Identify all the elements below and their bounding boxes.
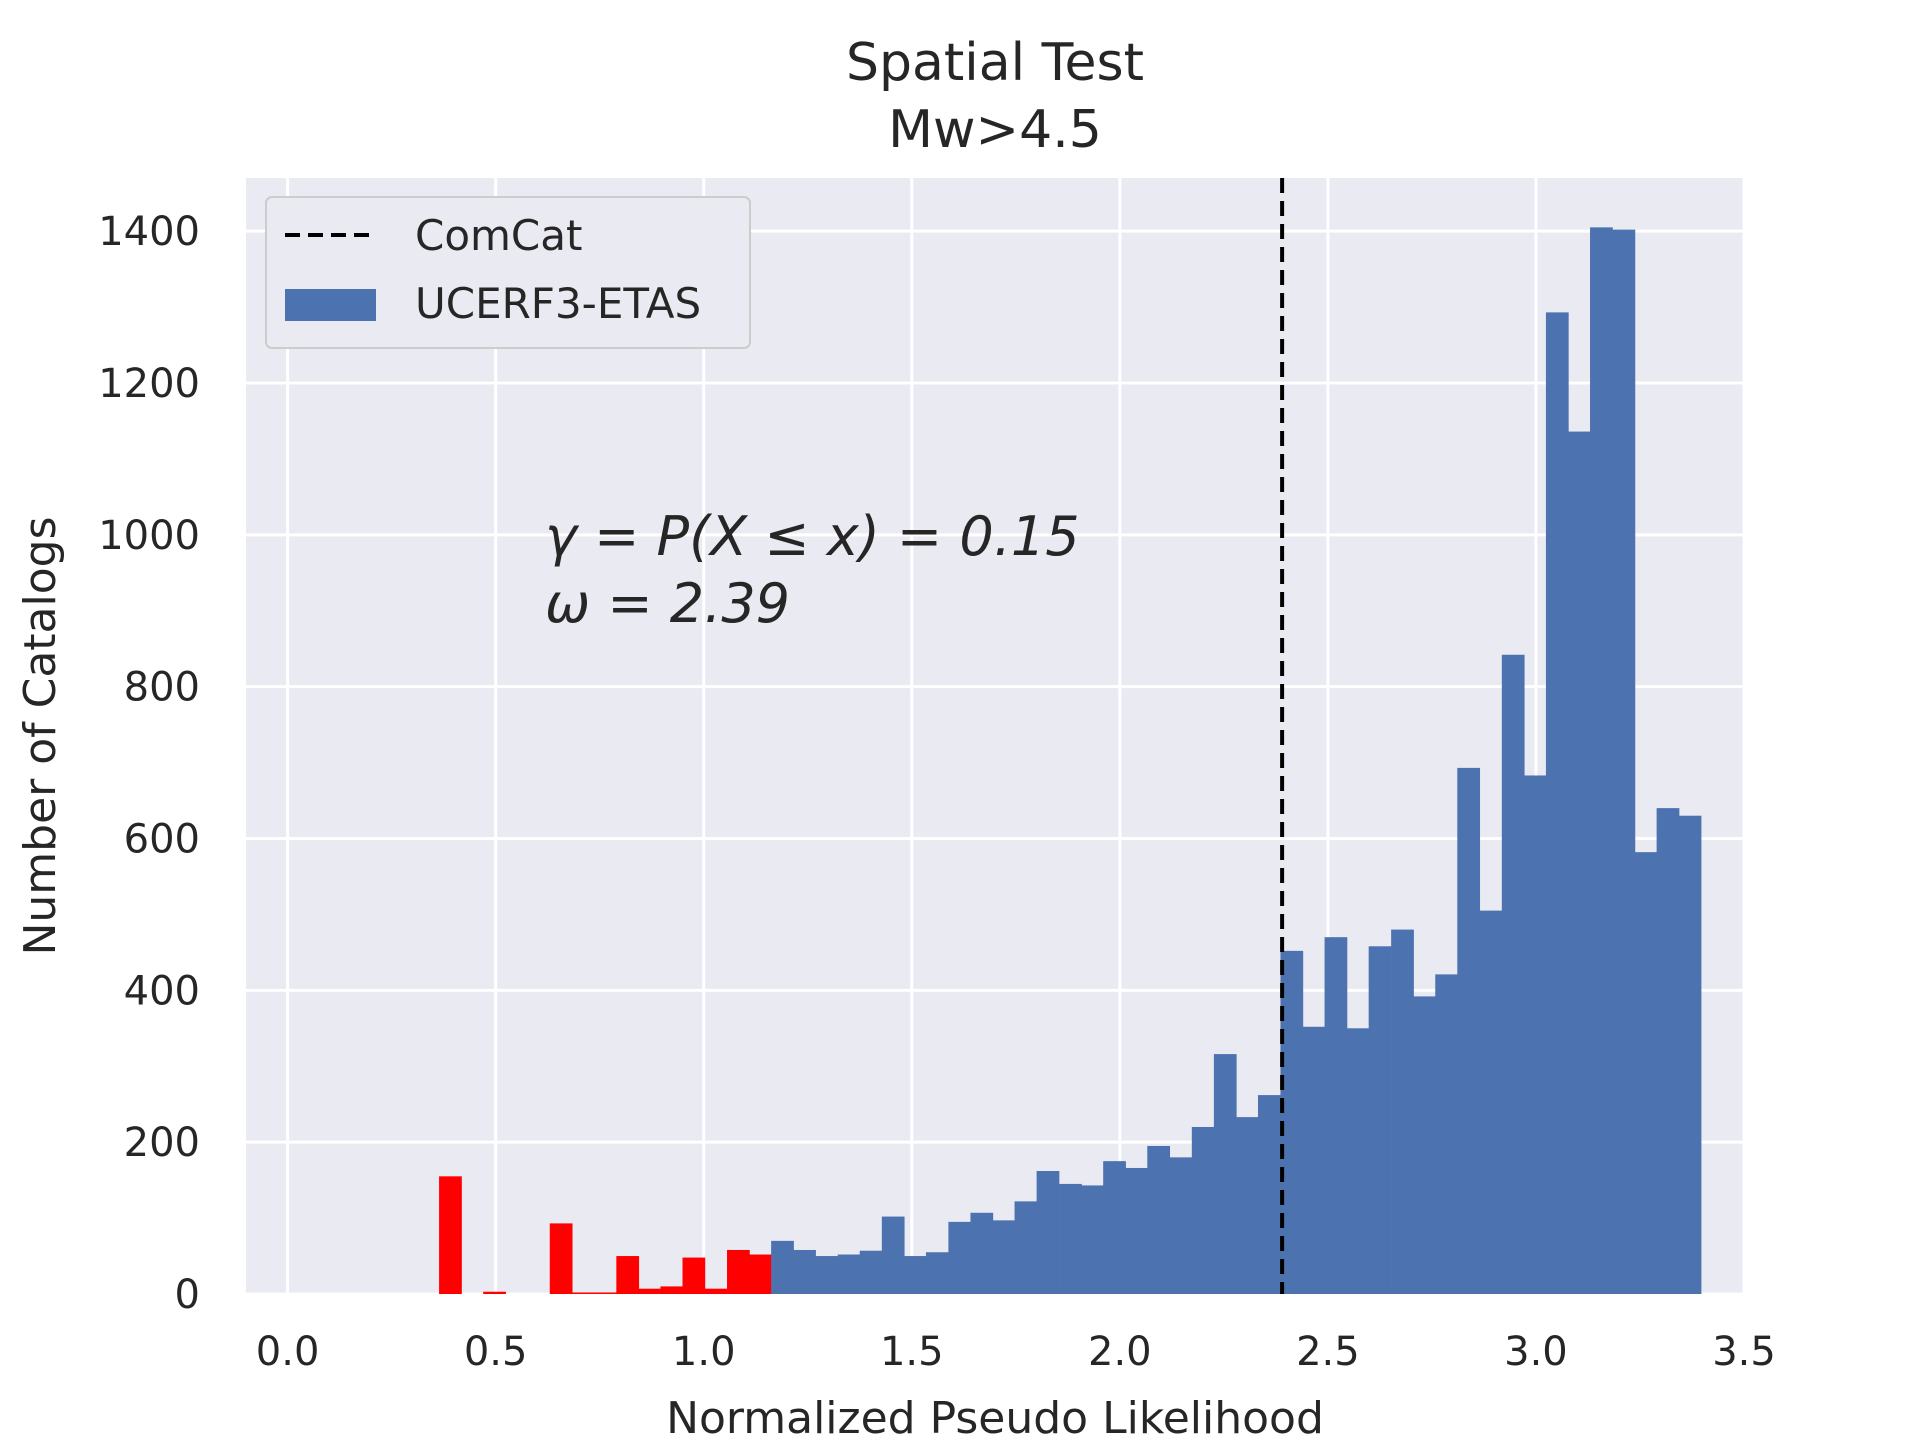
- histogram-bar: [1567, 431, 1591, 1294]
- legend-ucerf-label: UCERF3-ETAS: [415, 279, 701, 328]
- histogram-bar: [660, 1286, 684, 1294]
- histogram-bar: [1324, 937, 1348, 1294]
- legend-ucerf-swatch: [285, 289, 376, 321]
- x-tick-label: 1.5: [880, 1329, 944, 1375]
- histogram-bar: [704, 1288, 728, 1294]
- x-tick-label: 2.5: [1296, 1329, 1360, 1375]
- histogram-bar: [571, 1292, 595, 1294]
- annotation-gamma: γ = P(X ≤ x) = 0.15: [545, 505, 1080, 568]
- histogram-bar: [1235, 1117, 1259, 1294]
- histogram-bar: [1280, 950, 1304, 1294]
- y-tick-label: 0: [175, 1272, 200, 1318]
- x-tick-label: 2.0: [1088, 1329, 1152, 1375]
- x-axis-ticks: 0.0 0.5 1.0 1.5 2.0 2.5 3.0 3.5: [256, 1329, 1776, 1375]
- histogram-bar: [1302, 1026, 1326, 1294]
- histogram-bar: [903, 1256, 927, 1294]
- histogram-bar: [1634, 852, 1658, 1294]
- x-tick-label: 1.0: [672, 1329, 736, 1375]
- histogram-bar: [1368, 946, 1392, 1294]
- histogram-bar: [638, 1288, 662, 1294]
- y-tick-label: 1200: [98, 361, 200, 407]
- histogram-bar: [749, 1254, 772, 1294]
- histogram-bar: [1036, 1171, 1060, 1294]
- histogram-bar: [1413, 996, 1436, 1294]
- histogram-bar: [616, 1256, 640, 1294]
- histogram-bar: [1612, 229, 1636, 1294]
- histogram-bar: [771, 1240, 794, 1294]
- x-axis-label: Normalized Pseudo Likelihood: [666, 1393, 1324, 1440]
- y-axis-label: Number of Catalogs: [15, 516, 66, 955]
- histogram-bar: [1457, 767, 1481, 1294]
- histogram-bar: [1213, 1054, 1237, 1294]
- y-tick-label: 1000: [98, 513, 200, 559]
- histogram-bar: [1590, 227, 1613, 1295]
- histogram-bar: [992, 1220, 1016, 1294]
- histogram-bar: [1147, 1145, 1171, 1294]
- histogram-bar: [1125, 1167, 1148, 1294]
- legend: ComCat UCERF3-ETAS: [265, 196, 751, 349]
- x-tick-label: 3.0: [1504, 1329, 1568, 1375]
- legend-box: [265, 196, 751, 349]
- histogram-bar: [549, 1223, 573, 1294]
- histogram-bar: [1103, 1161, 1126, 1294]
- histogram-bar: [1479, 910, 1503, 1294]
- histogram-bar: [1656, 808, 1680, 1294]
- histogram-bar: [439, 1176, 462, 1294]
- histogram-bar: [859, 1250, 883, 1294]
- histogram-bar: [727, 1249, 750, 1294]
- chart-subtitle: Mw>4.5: [888, 100, 1102, 160]
- y-tick-label: 800: [124, 665, 200, 711]
- histogram-bar: [1014, 1201, 1038, 1294]
- histogram-bar: [1191, 1126, 1215, 1294]
- histogram-bar: [837, 1254, 861, 1294]
- histogram-bar: [1501, 654, 1525, 1294]
- histogram-bar: [1545, 312, 1569, 1295]
- histogram-bars: [439, 227, 1702, 1295]
- histogram-bar: [682, 1257, 706, 1294]
- histogram-bar: [483, 1291, 506, 1294]
- histogram-bar: [1435, 974, 1458, 1294]
- histogram-bar: [881, 1216, 905, 1294]
- histogram-bar: [925, 1252, 949, 1294]
- histogram-bar: [815, 1256, 838, 1294]
- annotation-omega: ω = 2.39: [545, 572, 790, 635]
- histogram-bar: [593, 1292, 617, 1294]
- histogram-bar: [1391, 929, 1414, 1294]
- histogram-bar: [1257, 1095, 1281, 1294]
- histogram-bar: [1169, 1157, 1193, 1294]
- histogram-bar: [1081, 1185, 1104, 1294]
- histogram-bar: [793, 1249, 816, 1294]
- histogram-bar: [970, 1212, 994, 1294]
- legend-comcat-label: ComCat: [415, 211, 582, 260]
- x-tick-label: 0.5: [464, 1329, 528, 1375]
- x-tick-label: 0.0: [256, 1329, 320, 1375]
- y-axis-ticks: 0 200 400 600 800 1000 1200 1400: [98, 209, 200, 1318]
- histogram-bar: [1346, 1028, 1370, 1294]
- y-tick-label: 200: [124, 1120, 200, 1166]
- chart-title: Spatial Test: [846, 33, 1144, 93]
- x-tick-label: 3.5: [1712, 1329, 1776, 1375]
- histogram-bar: [948, 1221, 972, 1294]
- y-tick-label: 1400: [98, 209, 200, 255]
- histogram-bar: [1523, 775, 1547, 1294]
- histogram-bar: [1678, 815, 1702, 1294]
- histogram-bar: [1059, 1183, 1082, 1294]
- y-tick-label: 600: [124, 816, 200, 862]
- y-tick-label: 400: [124, 968, 200, 1014]
